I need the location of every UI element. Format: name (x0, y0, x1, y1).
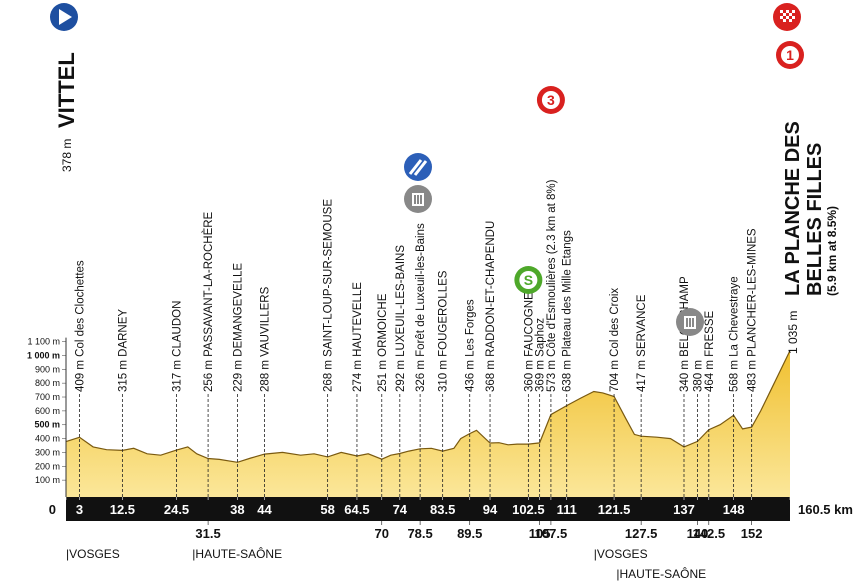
waypoint-label: 268 m SAINT-LOUP-SUR-SEMOUSE (323, 199, 335, 392)
waypoint-label: 368 m RADDON-ET-CHAPENDU (485, 221, 497, 392)
x-tick-label: 148 (723, 502, 745, 517)
marker-ring (519, 271, 538, 289)
x-tick-label: 38 (230, 502, 244, 517)
x-tick-label: 12.5 (110, 502, 135, 517)
waypoint-label: 317 m CLAUDON (172, 301, 184, 392)
bonus-icon (404, 153, 432, 181)
waypoint-label: 360 m FAUCOGNEY (523, 284, 535, 392)
x-tick-label: 121.5 (598, 502, 631, 517)
feed-zone-icon (676, 308, 704, 336)
waypoint-label: 568 m La Chevestraye (729, 276, 741, 392)
chart-layer: 100 m 200 m 300 m 400 m 500 m 600 m 700 m 800 m… (27, 41, 853, 581)
marker-ring (781, 46, 799, 64)
x-tick-label: 78.5 (407, 526, 432, 541)
y-tick-label: 800 m (35, 378, 60, 388)
x-tick-label: 94 (483, 502, 498, 517)
start-name: VITTEL (54, 52, 79, 128)
marker-label: 1 (786, 47, 794, 63)
y-tick-label: 1 100 m (27, 337, 60, 347)
x-tick-label: 137 (673, 502, 695, 517)
y-tick-label: 400 m (35, 434, 60, 444)
waypoint-label: 256 m PASSAVANT-LA-ROCHÈRE (202, 211, 215, 392)
x-tick-label: 3 (76, 502, 83, 517)
x-tick-label: 160.5 km (798, 502, 853, 517)
y-tick-label: 900 m (35, 364, 60, 374)
profile-line (65, 350, 791, 463)
marker-label: S (524, 272, 533, 288)
x-tick-label: 24.5 (164, 502, 189, 517)
start-altitude: 378 m (60, 139, 74, 172)
region-label: |HAUTE-SAÔNE (616, 566, 706, 581)
x-tick-label: 58 (320, 502, 334, 517)
x-tick-label: 44 (257, 502, 272, 517)
waypoint-label: 409 m Col des Clochettes (75, 260, 87, 392)
finish-icon (773, 3, 801, 31)
waypoint-label: 417 m SERVANCE (636, 294, 648, 392)
x-tick-label: 111 (557, 502, 577, 517)
y-tick-label: 700 m (35, 392, 60, 402)
y-tick-label: 100 m (35, 475, 60, 485)
x-tick-label: 152 (741, 526, 763, 541)
x-tick-label: 0 (49, 502, 56, 517)
x-tick-label: 107.5 (535, 526, 568, 541)
y-tick-label: 600 m (35, 406, 60, 416)
x-tick-label: 74 (393, 502, 408, 517)
waypoint-label: 573 m Côte d'Esmoulières (2.3 km at 8%) (546, 179, 558, 392)
x-tick-label: 140 (687, 526, 709, 541)
x-tick-label: 64.5 (344, 502, 369, 517)
profile-area (66, 350, 790, 497)
waypoint-label: 638 m Plateau des Mille Etangs (562, 230, 574, 392)
region-label: |VOSGES (66, 547, 120, 561)
distance-band (66, 497, 790, 521)
marker-label: 3 (547, 92, 555, 108)
y-tick-label: 500 m (34, 420, 60, 430)
x-tick-label: 127.5 (625, 526, 658, 541)
waypoint-label: 229 m DEMANGEVELLE (232, 263, 244, 392)
waypoint-label: 436 m Les Forges (465, 299, 477, 392)
region-label: |VOSGES (594, 547, 648, 561)
x-tick-label: 105 (529, 526, 551, 541)
region-label: |HAUTE-SAÔNE (192, 546, 282, 561)
feed-zone-icon (404, 185, 432, 213)
marker-ring (541, 91, 560, 109)
waypoint-label: 292 m LUXEUIL-LES-BAINS (395, 245, 407, 392)
y-tick-label: 200 m (35, 461, 60, 471)
x-tick-label: 142.5 (693, 526, 726, 541)
waypoint-label: 464 m FRESSE (704, 311, 716, 392)
waypoint-label: 326 m Forêt de Luxeuil-les-Bains (415, 223, 427, 392)
waypoint-label: 369 m Saphoz (535, 318, 547, 392)
x-tick-label: 89.5 (457, 526, 482, 541)
waypoint-label: 310 m FOUGEROLLES (438, 270, 450, 392)
x-tick-label: 70 (375, 526, 389, 541)
y-tick-label: 1 000 m (27, 350, 60, 360)
x-tick-label: 83.5 (430, 502, 455, 517)
x-tick-label: 102.5 (512, 502, 545, 517)
finish-name: BELLES FILLES (804, 143, 826, 296)
waypoint-label: 274 m HAUTEVELLE (352, 282, 364, 392)
waypoint-label: 251 m ORMOICHE (377, 293, 389, 392)
finish-note: (5.9 km at 8.5%) (825, 206, 839, 296)
waypoint-label: 483 m PLANCHER-LES-MINES (747, 228, 759, 392)
finish-altitude: 1 035 m (786, 311, 800, 354)
x-tick-label: 31.5 (195, 526, 220, 541)
waypoint-label: 704 m Col des Croix (609, 288, 621, 392)
waypoint-label: 315 m DARNEY (117, 309, 129, 392)
finish-name: LA PLANCHE DES (782, 121, 804, 296)
y-tick-label: 300 m (35, 447, 60, 457)
waypoint-label: 380 m (693, 360, 705, 392)
start-icon (50, 3, 78, 31)
waypoint-label: 288 m VAUVILLERS (260, 286, 272, 392)
